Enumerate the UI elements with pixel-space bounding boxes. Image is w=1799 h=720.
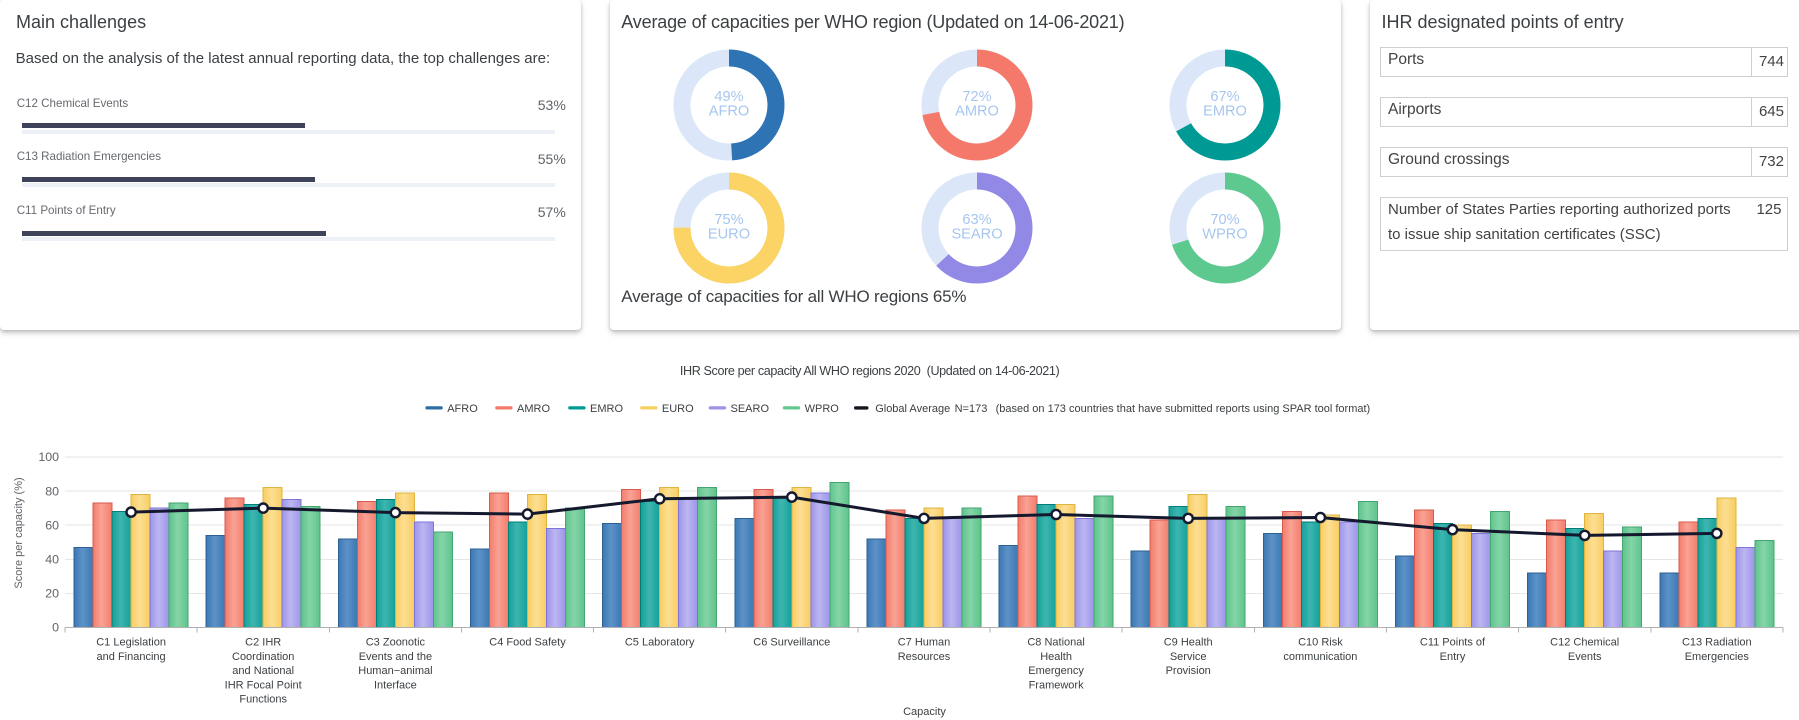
svg-text:Coordination: Coordination bbox=[232, 651, 294, 663]
svg-text:C4 Food Safety: C4 Food Safety bbox=[489, 637, 566, 649]
svg-text:communication: communication bbox=[1283, 651, 1357, 663]
svg-text:75%: 75% bbox=[714, 212, 743, 228]
svg-text:Service: Service bbox=[1170, 651, 1207, 663]
svg-text:Framework: Framework bbox=[1029, 679, 1085, 691]
svg-text:SEARO: SEARO bbox=[951, 227, 1002, 243]
svg-text:IHR Score per capacity All WHO: IHR Score per capacity All WHO regions 2… bbox=[680, 364, 1060, 378]
svg-text:IHR Focal Point: IHR Focal Point bbox=[225, 679, 302, 691]
svg-text:C12 Chemical: C12 Chemical bbox=[1550, 637, 1619, 649]
svg-text:Provision: Provision bbox=[1166, 665, 1211, 677]
svg-text:C7 Human: C7 Human bbox=[898, 637, 951, 649]
svg-text:and National: and National bbox=[232, 665, 294, 677]
svg-text:AFRO: AFRO bbox=[709, 104, 750, 120]
svg-text:C13 Radiation: C13 Radiation bbox=[1682, 637, 1752, 649]
svg-text:and Financing: and Financing bbox=[97, 651, 166, 663]
svg-text:Entry: Entry bbox=[1440, 651, 1466, 663]
svg-text:EURO: EURO bbox=[662, 403, 694, 415]
svg-text:40: 40 bbox=[45, 553, 59, 567]
svg-text:60: 60 bbox=[45, 518, 59, 532]
svg-text:C2 IHR: C2 IHR bbox=[245, 637, 281, 649]
svg-text:0: 0 bbox=[52, 621, 59, 635]
svg-text:EURO: EURO bbox=[708, 227, 750, 243]
svg-text:Global Average: Global Average bbox=[875, 403, 950, 415]
svg-text:Events: Events bbox=[1568, 651, 1602, 663]
svg-text:EMRO: EMRO bbox=[590, 403, 623, 415]
svg-text:Health: Health bbox=[1040, 651, 1072, 663]
svg-text:63%: 63% bbox=[962, 212, 991, 228]
svg-text:C1 Legislation: C1 Legislation bbox=[96, 637, 166, 649]
svg-text:C10 Risk: C10 Risk bbox=[1298, 637, 1343, 649]
svg-text:Emergency: Emergency bbox=[1028, 665, 1084, 677]
svg-text:C11 Points of: C11 Points of bbox=[1420, 637, 1486, 649]
svg-text:C6 Surveillance: C6 Surveillance bbox=[753, 637, 830, 649]
svg-text:C8 National: C8 National bbox=[1027, 637, 1084, 649]
svg-text:Human−animal: Human−animal bbox=[358, 665, 432, 677]
svg-text:Resources: Resources bbox=[898, 651, 951, 663]
svg-text:67%: 67% bbox=[1210, 89, 1239, 105]
svg-text:20: 20 bbox=[45, 587, 59, 601]
svg-text:Interface: Interface bbox=[374, 679, 417, 691]
svg-text:(based on 173 countries that h: (based on 173 countries that have submit… bbox=[996, 403, 1371, 415]
svg-text:EMRO: EMRO bbox=[1203, 104, 1247, 120]
svg-text:AFRO: AFRO bbox=[447, 403, 478, 415]
svg-text:C5 Laboratory: C5 Laboratory bbox=[625, 637, 695, 649]
svg-text:Score per capacity (%): Score per capacity (%) bbox=[13, 477, 25, 588]
svg-text:SEARO: SEARO bbox=[731, 403, 770, 415]
svg-text:N=173: N=173 bbox=[955, 403, 988, 415]
svg-text:WPRO: WPRO bbox=[1202, 227, 1247, 243]
svg-text:Capacity: Capacity bbox=[903, 706, 946, 718]
svg-text:80: 80 bbox=[45, 484, 59, 498]
svg-text:72%: 72% bbox=[962, 89, 991, 105]
svg-text:C9 Health: C9 Health bbox=[1164, 637, 1213, 649]
svg-text:AMRO: AMRO bbox=[517, 403, 550, 415]
svg-text:Events and the: Events and the bbox=[359, 651, 432, 663]
svg-text:C3 Zoonotic: C3 Zoonotic bbox=[366, 637, 426, 649]
svg-text:70%: 70% bbox=[1210, 212, 1239, 228]
svg-text:49%: 49% bbox=[714, 89, 743, 105]
svg-text:AMRO: AMRO bbox=[955, 104, 999, 120]
svg-text:Functions: Functions bbox=[239, 694, 287, 706]
svg-text:Emergencies: Emergencies bbox=[1685, 651, 1750, 663]
svg-text:WPRO: WPRO bbox=[805, 403, 840, 415]
svg-text:100: 100 bbox=[38, 450, 59, 464]
